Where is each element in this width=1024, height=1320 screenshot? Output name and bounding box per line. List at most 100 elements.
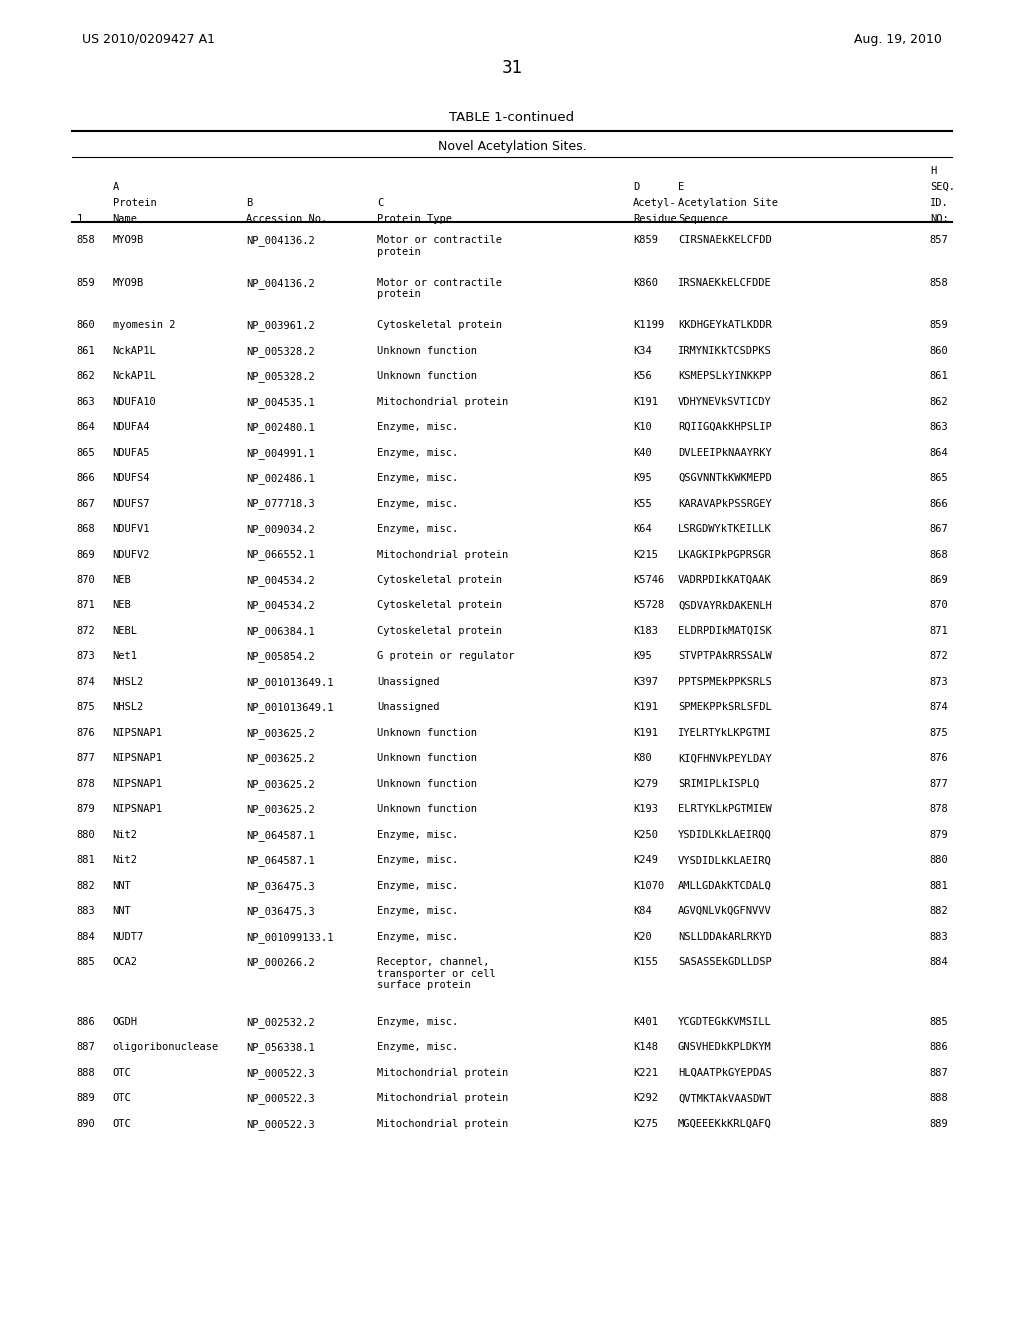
Text: K275: K275: [633, 1119, 657, 1129]
Text: LKAGKIPkPGPRSGR: LKAGKIPkPGPRSGR: [678, 549, 772, 560]
Text: KKDHGEYkATLKDDR: KKDHGEYkATLKDDR: [678, 321, 772, 330]
Text: 861: 861: [930, 371, 948, 381]
Text: 890: 890: [77, 1119, 95, 1129]
Text: NP_004136.2: NP_004136.2: [246, 277, 314, 289]
Text: MGQEEEKkKRLQAFQ: MGQEEEKkKRLQAFQ: [678, 1119, 772, 1129]
Text: Acetyl-: Acetyl-: [633, 198, 677, 209]
Text: QSGVNNTkKWKMEPD: QSGVNNTkKWKMEPD: [678, 473, 772, 483]
Text: NDUFS7: NDUFS7: [113, 499, 151, 508]
Text: Receptor, channel,
transporter or cell
surface protein: Receptor, channel, transporter or cell s…: [377, 957, 496, 990]
Text: SASASSEkGDLLDSP: SASASSEkGDLLDSP: [678, 957, 772, 968]
Text: Enzyme, misc.: Enzyme, misc.: [377, 422, 458, 432]
Text: 863: 863: [930, 422, 948, 432]
Text: 868: 868: [930, 549, 948, 560]
Text: Cytoskeletal protein: Cytoskeletal protein: [377, 576, 502, 585]
Text: 884: 884: [930, 957, 948, 968]
Text: 878: 878: [77, 779, 95, 789]
Text: NP_003625.2: NP_003625.2: [246, 727, 314, 739]
Text: Unassigned: Unassigned: [377, 677, 439, 686]
Text: SRIMIPLkISPLQ: SRIMIPLkISPLQ: [678, 779, 759, 789]
Text: NP_002486.1: NP_002486.1: [246, 473, 314, 484]
Text: 880: 880: [77, 830, 95, 840]
Text: 865: 865: [930, 473, 948, 483]
Text: IYELRTYkLKPGTMI: IYELRTYkLKPGTMI: [678, 727, 772, 738]
Text: NIPSNAP1: NIPSNAP1: [113, 779, 163, 789]
Text: 862: 862: [77, 371, 95, 381]
Text: NP_004136.2: NP_004136.2: [246, 235, 314, 246]
Text: 863: 863: [77, 396, 95, 407]
Text: NP_004991.1: NP_004991.1: [246, 447, 314, 458]
Text: K64: K64: [633, 524, 651, 535]
Text: K155: K155: [633, 957, 657, 968]
Text: 883: 883: [930, 932, 948, 941]
Text: K215: K215: [633, 549, 657, 560]
Text: YSDIDLKkLAEIRQQ: YSDIDLKkLAEIRQQ: [678, 830, 772, 840]
Text: 859: 859: [77, 277, 95, 288]
Text: 882: 882: [930, 906, 948, 916]
Text: 1: 1: [77, 214, 83, 224]
Text: Cytoskeletal protein: Cytoskeletal protein: [377, 601, 502, 610]
Text: NSLLDDAkARLRKYD: NSLLDDAkARLRKYD: [678, 932, 772, 941]
Text: NckAP1L: NckAP1L: [113, 371, 157, 381]
Text: 889: 889: [77, 1093, 95, 1104]
Text: GNSVHEDkKPLDKYM: GNSVHEDkKPLDKYM: [678, 1043, 772, 1052]
Text: KSMEPSLkYINKKPP: KSMEPSLkYINKKPP: [678, 371, 772, 381]
Text: Unknown function: Unknown function: [377, 727, 477, 738]
Text: NP_000266.2: NP_000266.2: [246, 957, 314, 968]
Text: 888: 888: [77, 1068, 95, 1078]
Text: Mitochondrial protein: Mitochondrial protein: [377, 1119, 508, 1129]
Text: Accession No.: Accession No.: [246, 214, 327, 224]
Text: NP_001013649.1: NP_001013649.1: [246, 677, 333, 688]
Text: NP_005328.2: NP_005328.2: [246, 346, 314, 356]
Text: NP_004535.1: NP_004535.1: [246, 396, 314, 408]
Text: Enzyme, misc.: Enzyme, misc.: [377, 1043, 458, 1052]
Text: NHSL2: NHSL2: [113, 702, 144, 713]
Text: K95: K95: [633, 473, 651, 483]
Text: K397: K397: [633, 677, 657, 686]
Text: 877: 877: [930, 779, 948, 789]
Text: Protein: Protein: [113, 198, 157, 209]
Text: 864: 864: [930, 447, 948, 458]
Text: Enzyme, misc.: Enzyme, misc.: [377, 906, 458, 916]
Text: 889: 889: [930, 1119, 948, 1129]
Text: NP_001099133.1: NP_001099133.1: [246, 932, 333, 942]
Text: Unknown function: Unknown function: [377, 346, 477, 355]
Text: Enzyme, misc.: Enzyme, misc.: [377, 524, 458, 535]
Text: MYO9B: MYO9B: [113, 277, 144, 288]
Text: 874: 874: [77, 677, 95, 686]
Text: NP_036475.3: NP_036475.3: [246, 880, 314, 891]
Text: NP_036475.3: NP_036475.3: [246, 906, 314, 917]
Text: NP_077718.3: NP_077718.3: [246, 499, 314, 510]
Text: 868: 868: [77, 524, 95, 535]
Text: NNT: NNT: [113, 880, 131, 891]
Text: Enzyme, misc.: Enzyme, misc.: [377, 855, 458, 865]
Text: NEB: NEB: [113, 601, 131, 610]
Text: 869: 869: [930, 576, 948, 585]
Text: G protein or regulator: G protein or regulator: [377, 651, 514, 661]
Text: Unassigned: Unassigned: [377, 702, 439, 713]
Text: NP_066552.1: NP_066552.1: [246, 549, 314, 561]
Text: VYSDIDLkKLAEIRQ: VYSDIDLkKLAEIRQ: [678, 855, 772, 865]
Text: Mitochondrial protein: Mitochondrial protein: [377, 549, 508, 560]
Text: NEB: NEB: [113, 576, 131, 585]
Text: K10: K10: [633, 422, 651, 432]
Text: K80: K80: [633, 754, 651, 763]
Text: NP_064587.1: NP_064587.1: [246, 830, 314, 841]
Text: B: B: [246, 198, 252, 209]
Text: Aug. 19, 2010: Aug. 19, 2010: [854, 33, 942, 46]
Text: 877: 877: [77, 754, 95, 763]
Text: C: C: [377, 198, 383, 209]
Text: NDUFA4: NDUFA4: [113, 422, 151, 432]
Text: NP_056338.1: NP_056338.1: [246, 1043, 314, 1053]
Text: Residue: Residue: [633, 214, 677, 224]
Text: 871: 871: [77, 601, 95, 610]
Text: IRSNAEKkELCFDDE: IRSNAEKkELCFDDE: [678, 277, 772, 288]
Text: 857: 857: [930, 235, 948, 246]
Text: NDUFA10: NDUFA10: [113, 396, 157, 407]
Text: K148: K148: [633, 1043, 657, 1052]
Text: myomesin 2: myomesin 2: [113, 321, 175, 330]
Text: NEBL: NEBL: [113, 626, 137, 636]
Text: NDUFS4: NDUFS4: [113, 473, 151, 483]
Text: K1199: K1199: [633, 321, 665, 330]
Text: NIPSNAP1: NIPSNAP1: [113, 804, 163, 814]
